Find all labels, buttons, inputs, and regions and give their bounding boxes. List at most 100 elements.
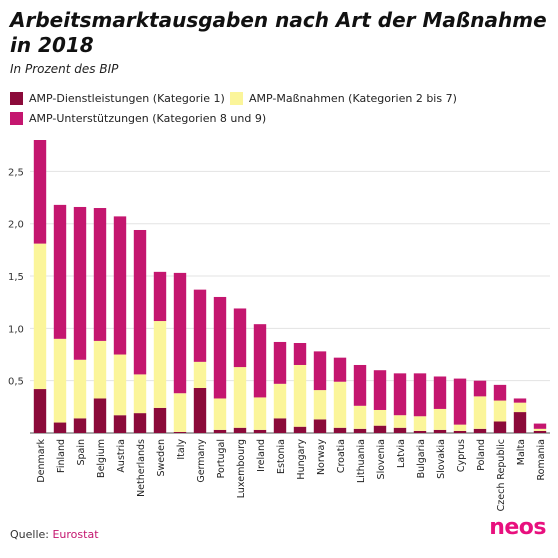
bar-segment-unterstuetzungen [473,380,487,397]
bar-segment-unterstuetzungen [333,357,347,382]
legend-item-dienstleistungen: AMP-Dienstleistungen (Kategorie 1) [10,92,225,105]
y-tick-label: 1,0 [8,324,24,335]
bar-segment-massnahmen [353,405,367,429]
legend-label-unterstuetzungen: AMP-Unterstützungen (Kategorien 8 und 9) [29,112,267,125]
bar-segment-unterstuetzungen [313,351,327,391]
bar-segment-dienstleistungen [213,429,227,433]
bar-segment-massnahmen [173,393,187,432]
bar-segment-massnahmen [233,367,247,428]
x-tick-label: Hungary [296,439,307,480]
bar-segment-unterstuetzungen [513,398,527,403]
bar-segment-unterstuetzungen [73,206,87,360]
bar-segment-unterstuetzungen [193,289,207,362]
bar-segment-dienstleistungen [253,429,267,433]
bar-segment-massnahmen [273,383,287,419]
bar-segment-dienstleistungen [533,430,547,433]
legend-swatch-unterstuetzungen [10,112,23,125]
bar-segment-unterstuetzungen [53,204,67,339]
source-prefix: Quelle: [10,528,49,541]
bar-segment-unterstuetzungen [393,373,407,416]
x-tick-label: Poland [476,439,487,471]
bar-segment-dienstleistungen [413,430,427,433]
y-tick-label: 0,5 [8,377,24,388]
legend-label-dienstleistungen: AMP-Dienstleistungen (Kategorie 1) [29,92,225,105]
legend-swatch-massnahmen [230,92,243,105]
bar-segment-massnahmen [213,398,227,430]
bar-segment-massnahmen [153,321,167,408]
bar-segment-unterstuetzungen [233,308,247,368]
bar-segment-unterstuetzungen [253,324,267,398]
chart-subtitle: In Prozent des BIP [10,62,119,76]
x-tick-label: Luxembourg [236,439,247,498]
x-tick-label: Slovenia [376,439,387,479]
bar-segment-dienstleistungen [293,426,307,433]
bar-segment-unterstuetzungen [93,208,107,341]
bar-segment-dienstleistungen [173,431,187,433]
bar-segment-unterstuetzungen [533,423,547,429]
bar-segment-dienstleistungen [313,419,327,433]
bar-segment-unterstuetzungen [453,378,467,425]
bar-segment-massnahmen [413,416,427,431]
bar-segment-unterstuetzungen [133,229,147,375]
bar-segment-dienstleistungen [513,412,527,433]
legend-swatch-dienstleistungen [10,92,23,105]
bar-segment-massnahmen [93,340,107,399]
x-tick-label: Portugal [216,439,227,478]
bar-segment-unterstuetzungen [273,341,287,384]
bar-segment-massnahmen [193,361,207,389]
y-tick-label: 1,5 [8,272,24,283]
bar-segment-dienstleistungen [453,430,467,433]
x-tick-label: Denmark [36,439,47,483]
bar-segment-dienstleistungen [353,428,367,433]
bar-segment-massnahmen [493,400,507,422]
bar-segment-dienstleistungen [133,413,147,433]
legend-item-unterstuetzungen: AMP-Unterstützungen (Kategorien 8 und 9) [10,112,266,125]
bar-segment-massnahmen [533,428,547,431]
x-tick-label: Cyprus [456,439,467,472]
source-link[interactable]: Eurostat [52,528,99,541]
bar-segment-massnahmen [473,396,487,429]
bar-segment-dienstleistungen [33,389,47,433]
bar-segment-massnahmen [313,390,327,420]
x-tick-label: Bulgaria [416,439,427,478]
bar-segment-dienstleistungen [153,407,167,433]
bar-segment-massnahmen [113,354,127,416]
bar-segment-massnahmen [373,409,387,426]
x-tick-label: Sweden [156,439,167,477]
bar-segment-dienstleistungen [193,388,207,433]
x-tick-label: Slovakia [436,439,447,479]
y-tick-label: 2,0 [8,220,24,231]
bar-segment-dienstleistungen [93,398,107,433]
legend-label-massnahmen: AMP-Maßnahmen (Kategorien 2 bis 7) [249,92,457,105]
bar-segment-dienstleistungen [113,415,127,433]
bar-segment-massnahmen [53,338,67,423]
bar-segment-massnahmen [453,424,467,431]
bar-segment-massnahmen [73,359,87,419]
bar-segment-unterstuetzungen [413,373,427,417]
bar-segment-unterstuetzungen [493,384,507,401]
bar-segment-unterstuetzungen [33,140,47,244]
x-tick-label: Malta [516,439,527,465]
x-tick-label: Austria [116,439,127,473]
bar-segment-dienstleistungen [73,418,87,433]
bar-segment-massnahmen [253,397,267,430]
bar-segment-dienstleistungen [233,427,247,433]
bar-segment-unterstuetzungen [373,370,387,410]
source-note: Quelle: Eurostat [10,528,99,541]
bar-segment-massnahmen [333,381,347,428]
x-tick-label: Germany [196,439,207,483]
x-tick-label: Croatia [336,439,347,473]
bar-segment-dienstleistungen [273,418,287,433]
bar-segment-massnahmen [513,402,527,413]
bar-segment-dienstleistungen [53,422,67,433]
x-tick-label: Latvia [396,439,407,468]
x-tick-label: Italy [176,439,187,460]
chart-title: Arbeitsmarktausgaben nach Art der Maßnah… [10,8,547,57]
bar-segment-massnahmen [33,243,47,390]
x-tick-label: Belgium [96,439,107,478]
x-tick-label: Lithuania [356,439,367,483]
x-tick-label: Netherlands [136,439,147,497]
x-tick-label: Estonia [276,439,287,474]
bar-segment-unterstuetzungen [433,376,447,409]
